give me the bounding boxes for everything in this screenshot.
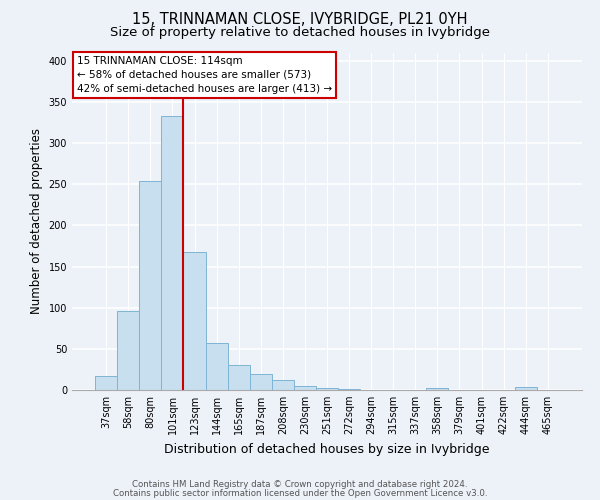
Bar [294, 386, 316, 390]
Text: Contains public sector information licensed under the Open Government Licence v3: Contains public sector information licen… [113, 488, 487, 498]
Bar [427, 388, 448, 390]
Bar [250, 374, 272, 390]
Bar [139, 181, 161, 390]
Bar [161, 116, 184, 390]
Bar [117, 311, 139, 390]
X-axis label: Distribution of detached houses by size in Ivybridge: Distribution of detached houses by size … [164, 442, 490, 456]
Text: Size of property relative to detached houses in Ivybridge: Size of property relative to detached ho… [110, 26, 490, 39]
Bar [95, 376, 117, 390]
Text: 15 TRINNAMAN CLOSE: 114sqm
← 58% of detached houses are smaller (573)
42% of sem: 15 TRINNAMAN CLOSE: 114sqm ← 58% of deta… [77, 56, 332, 94]
Bar [206, 343, 227, 390]
Bar [272, 380, 294, 390]
Text: Contains HM Land Registry data © Crown copyright and database right 2024.: Contains HM Land Registry data © Crown c… [132, 480, 468, 489]
Text: 15, TRINNAMAN CLOSE, IVYBRIDGE, PL21 0YH: 15, TRINNAMAN CLOSE, IVYBRIDGE, PL21 0YH [132, 12, 468, 28]
Bar [338, 389, 360, 390]
Bar [227, 366, 250, 390]
Bar [316, 388, 338, 390]
Bar [515, 386, 537, 390]
Y-axis label: Number of detached properties: Number of detached properties [30, 128, 43, 314]
Bar [184, 252, 206, 390]
